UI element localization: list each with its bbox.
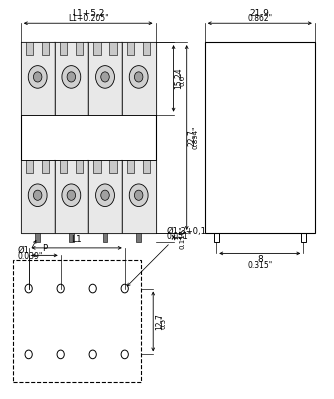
Circle shape xyxy=(96,66,115,88)
Circle shape xyxy=(62,184,81,207)
Bar xyxy=(59,42,67,55)
Bar xyxy=(301,233,306,242)
Circle shape xyxy=(101,72,109,82)
Circle shape xyxy=(28,184,47,207)
Bar xyxy=(143,42,150,55)
Circle shape xyxy=(134,190,143,200)
Bar xyxy=(21,160,54,233)
Bar xyxy=(127,160,134,174)
Circle shape xyxy=(101,190,109,200)
Text: 0.6": 0.6" xyxy=(179,71,185,85)
Bar xyxy=(35,233,40,242)
Circle shape xyxy=(67,72,75,82)
Text: 0.051": 0.051" xyxy=(167,232,192,241)
Text: 0.116": 0.116" xyxy=(179,225,185,249)
Circle shape xyxy=(96,184,115,207)
Bar xyxy=(26,42,33,55)
Bar xyxy=(42,160,49,174)
Text: 15,24: 15,24 xyxy=(175,67,184,89)
Text: L1+0.205": L1+0.205" xyxy=(68,14,109,23)
Bar xyxy=(143,160,150,174)
Bar xyxy=(21,42,54,115)
Bar xyxy=(69,233,73,242)
Text: 0.862": 0.862" xyxy=(247,14,272,23)
Text: 0.894": 0.894" xyxy=(193,126,199,149)
Text: L1+5,2: L1+5,2 xyxy=(72,9,104,18)
Bar xyxy=(42,42,49,55)
Circle shape xyxy=(134,72,143,82)
Bar xyxy=(54,160,88,233)
Bar xyxy=(13,261,141,383)
Bar xyxy=(59,160,67,174)
Bar xyxy=(137,233,141,242)
Text: 0.5": 0.5" xyxy=(160,314,166,329)
Text: P: P xyxy=(42,244,47,253)
Bar xyxy=(109,42,117,55)
Circle shape xyxy=(129,66,148,88)
Bar xyxy=(122,160,156,233)
Bar xyxy=(76,42,83,55)
Text: 22,7: 22,7 xyxy=(188,129,197,146)
Bar xyxy=(88,42,122,115)
Bar xyxy=(93,160,101,174)
Bar xyxy=(103,233,107,242)
Circle shape xyxy=(67,190,75,200)
Bar xyxy=(214,233,218,242)
Bar xyxy=(122,42,156,115)
Text: 0.039": 0.039" xyxy=(18,252,43,261)
Text: Ø1: Ø1 xyxy=(18,246,29,255)
Circle shape xyxy=(129,184,148,207)
Circle shape xyxy=(33,190,42,200)
Bar xyxy=(205,42,315,233)
Bar xyxy=(21,42,156,233)
Text: Ø1,3+0,1: Ø1,3+0,1 xyxy=(167,227,207,236)
Circle shape xyxy=(28,66,47,88)
Bar xyxy=(26,160,33,174)
Text: 0.315": 0.315" xyxy=(247,261,273,270)
Circle shape xyxy=(62,66,81,88)
Text: 21,9: 21,9 xyxy=(250,9,270,18)
Text: 12,7: 12,7 xyxy=(155,313,164,330)
Bar xyxy=(127,42,134,55)
Text: 3: 3 xyxy=(175,235,184,240)
Bar xyxy=(54,42,88,115)
Bar xyxy=(88,160,122,233)
Bar xyxy=(93,42,101,55)
Text: L1: L1 xyxy=(71,235,82,244)
Text: 8: 8 xyxy=(257,255,263,265)
Circle shape xyxy=(33,72,42,82)
Bar xyxy=(76,160,83,174)
Bar xyxy=(109,160,117,174)
